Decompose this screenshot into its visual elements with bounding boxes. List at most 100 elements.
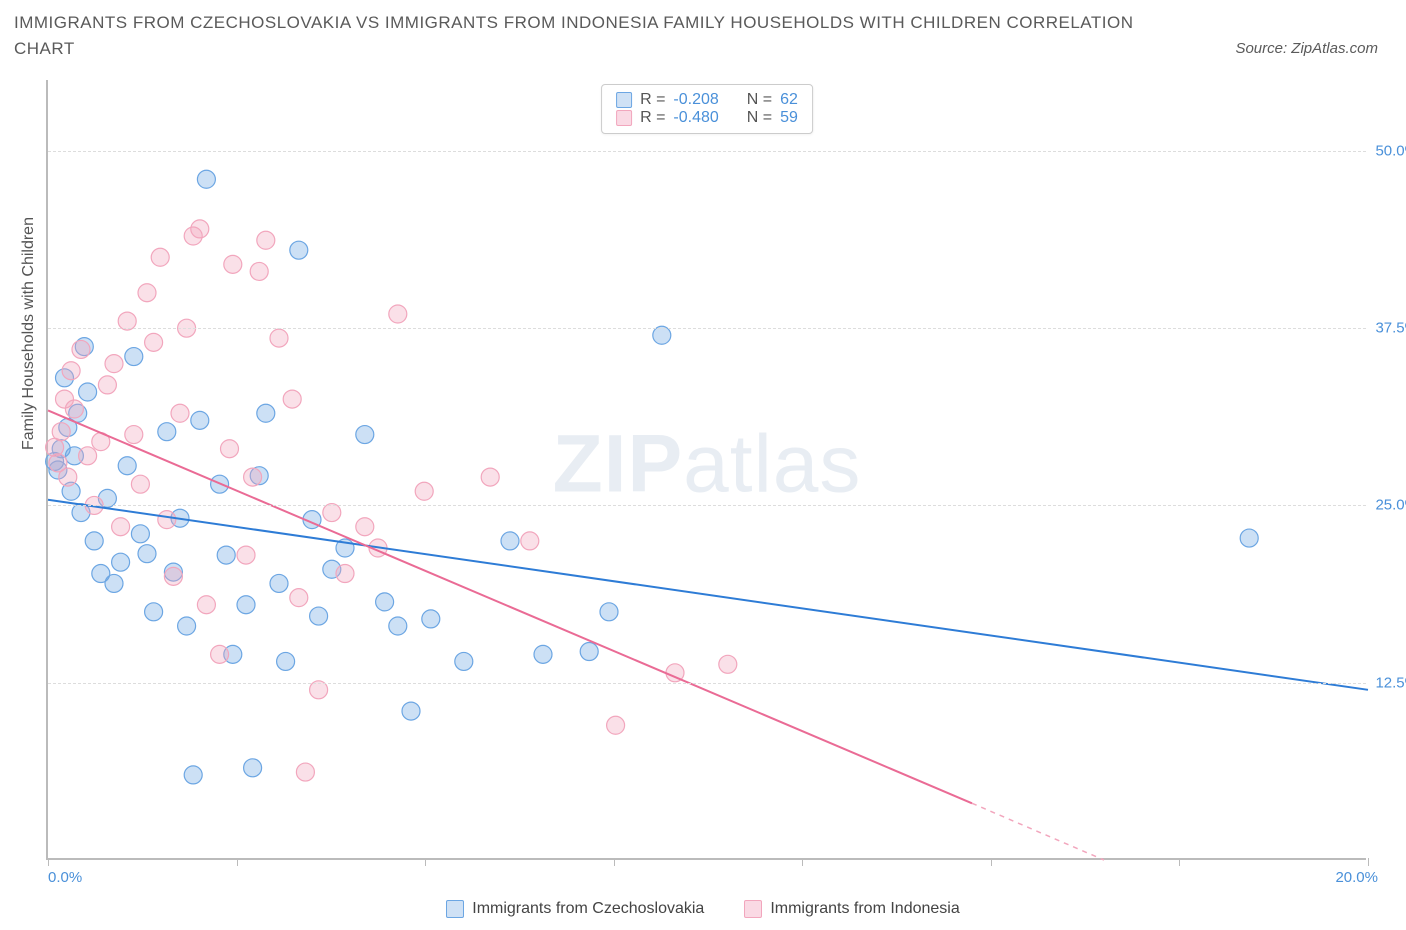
scatter-svg bbox=[48, 80, 1366, 858]
scatter-point bbox=[138, 545, 156, 563]
scatter-point bbox=[336, 565, 354, 583]
scatter-point bbox=[290, 241, 308, 259]
x-axis-ticks bbox=[48, 858, 1366, 866]
scatter-point bbox=[211, 645, 229, 663]
scatter-point bbox=[65, 400, 83, 418]
scatter-point bbox=[257, 404, 275, 422]
y-axis-label: Family Households with Children bbox=[20, 217, 38, 450]
y-tick-label: 50.0% bbox=[1375, 142, 1406, 159]
scatter-point bbox=[277, 652, 295, 670]
legend-label: Immigrants from Czechoslovakia bbox=[472, 900, 704, 918]
scatter-point bbox=[481, 468, 499, 486]
legend-label: Immigrants from Indonesia bbox=[770, 900, 959, 918]
scatter-point bbox=[221, 440, 239, 458]
scatter-point bbox=[1240, 529, 1258, 547]
scatter-point bbox=[402, 702, 420, 720]
scatter-point bbox=[125, 426, 143, 444]
scatter-point bbox=[105, 355, 123, 373]
scatter-point bbox=[607, 716, 625, 734]
legend-swatch-0 bbox=[616, 92, 632, 108]
y-tick-label: 37.5% bbox=[1375, 320, 1406, 337]
scatter-point bbox=[98, 376, 116, 394]
scatter-point bbox=[164, 567, 182, 585]
scatter-point bbox=[131, 475, 149, 493]
legend-row-series-0: R = -0.208 N = 62 bbox=[616, 91, 798, 109]
gridline bbox=[48, 683, 1366, 684]
scatter-point bbox=[138, 284, 156, 302]
scatter-point bbox=[118, 457, 136, 475]
trend-line bbox=[48, 410, 972, 803]
scatter-point bbox=[521, 532, 539, 550]
scatter-point bbox=[422, 610, 440, 628]
trend-line-extrapolated bbox=[972, 803, 1104, 860]
scatter-point bbox=[415, 482, 433, 500]
scatter-point bbox=[389, 305, 407, 323]
scatter-point bbox=[151, 248, 169, 266]
scatter-point bbox=[158, 423, 176, 441]
trend-line bbox=[48, 500, 1368, 690]
y-tick-label: 25.0% bbox=[1375, 497, 1406, 514]
scatter-point bbox=[79, 383, 97, 401]
source-attribution: Source: ZipAtlas.com bbox=[1235, 40, 1378, 57]
gridline bbox=[48, 151, 1366, 152]
scatter-point bbox=[501, 532, 519, 550]
scatter-point bbox=[62, 362, 80, 380]
legend-swatch-icon bbox=[744, 900, 762, 918]
scatter-point bbox=[244, 468, 262, 486]
scatter-point bbox=[171, 404, 189, 422]
scatter-point bbox=[534, 645, 552, 663]
scatter-point bbox=[244, 759, 262, 777]
scatter-point bbox=[197, 596, 215, 614]
legend-row-series-1: R = -0.480 N = 59 bbox=[616, 109, 798, 127]
scatter-point bbox=[237, 546, 255, 564]
scatter-point bbox=[184, 766, 202, 784]
scatter-point bbox=[52, 423, 70, 441]
scatter-point bbox=[356, 518, 374, 536]
scatter-point bbox=[158, 511, 176, 529]
scatter-point bbox=[283, 390, 301, 408]
gridline bbox=[48, 328, 1366, 329]
scatter-point bbox=[376, 593, 394, 611]
scatter-point bbox=[178, 617, 196, 635]
gridline bbox=[48, 505, 1366, 506]
legend-swatch-icon bbox=[446, 900, 464, 918]
scatter-point bbox=[72, 340, 90, 358]
scatter-point bbox=[257, 231, 275, 249]
x-axis-min-label: 0.0% bbox=[48, 869, 82, 886]
scatter-point bbox=[112, 553, 130, 571]
scatter-point bbox=[296, 763, 314, 781]
scatter-point bbox=[145, 603, 163, 621]
scatter-point bbox=[290, 589, 308, 607]
scatter-point bbox=[85, 532, 103, 550]
scatter-point bbox=[105, 574, 123, 592]
scatter-point bbox=[356, 426, 374, 444]
chart-title: IMMIGRANTS FROM CZECHOSLOVAKIA VS IMMIGR… bbox=[14, 10, 1134, 61]
scatter-point bbox=[125, 348, 143, 366]
scatter-point bbox=[250, 262, 268, 280]
x-axis-max-label: 20.0% bbox=[1335, 869, 1378, 886]
scatter-point bbox=[197, 170, 215, 188]
scatter-point bbox=[131, 525, 149, 543]
scatter-point bbox=[455, 652, 473, 670]
legend-swatch-1 bbox=[616, 110, 632, 126]
scatter-point bbox=[224, 255, 242, 273]
scatter-point bbox=[270, 574, 288, 592]
series-legend: Immigrants from Czechoslovakia Immigrant… bbox=[0, 900, 1406, 918]
scatter-point bbox=[112, 518, 130, 536]
scatter-point bbox=[719, 655, 737, 673]
scatter-point bbox=[600, 603, 618, 621]
scatter-point bbox=[310, 607, 328, 625]
scatter-point bbox=[580, 643, 598, 661]
scatter-point bbox=[145, 333, 163, 351]
scatter-point bbox=[237, 596, 255, 614]
chart-plot-area: ZIPatlas R = -0.208 N = 62 R = -0.480 N … bbox=[46, 80, 1366, 860]
scatter-point bbox=[217, 546, 235, 564]
scatter-point bbox=[389, 617, 407, 635]
legend-item-0: Immigrants from Czechoslovakia bbox=[446, 900, 704, 918]
legend-item-1: Immigrants from Indonesia bbox=[744, 900, 959, 918]
scatter-point bbox=[59, 468, 77, 486]
scatter-point bbox=[79, 447, 97, 465]
y-tick-label: 12.5% bbox=[1375, 674, 1406, 691]
scatter-point bbox=[270, 329, 288, 347]
correlation-legend: R = -0.208 N = 62 R = -0.480 N = 59 bbox=[601, 84, 813, 134]
